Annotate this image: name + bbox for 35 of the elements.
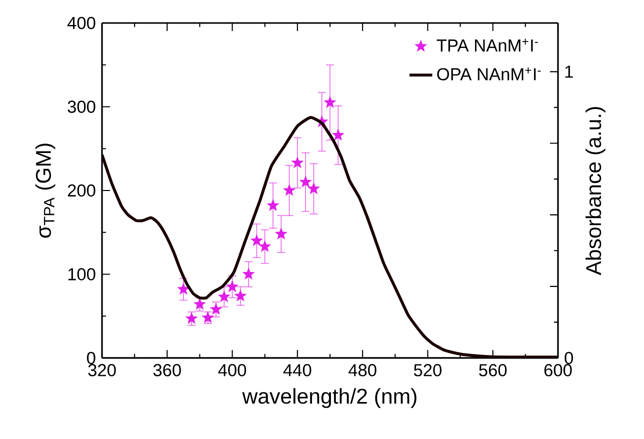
point	[291, 156, 304, 168]
point	[250, 234, 264, 246]
point	[242, 268, 255, 280]
x-tick-label: 360	[153, 364, 181, 376]
y-tick-label: 100	[68, 268, 96, 280]
point	[324, 96, 336, 108]
y-tick-label: 0	[86, 352, 96, 364]
x-tick-label: 520	[414, 364, 442, 376]
point	[332, 128, 344, 141]
y2-tick-label: 0	[564, 352, 574, 364]
point	[274, 227, 288, 240]
point	[218, 290, 230, 302]
x-axis-title: wavelength/2 (nm)	[242, 388, 416, 408]
point	[307, 182, 320, 194]
y-axis-title: σ$_{TPA}$ (GM)	[35, 144, 56, 238]
y-tick-label: 300	[68, 100, 96, 113]
point	[266, 198, 280, 211]
y-tick-label: 200	[68, 184, 96, 197]
x-tick-label: 480	[348, 364, 376, 376]
point	[234, 289, 247, 302]
point	[282, 184, 296, 196]
point	[210, 302, 222, 315]
point	[258, 240, 272, 252]
x-tick-label: 560	[479, 364, 507, 376]
legend-label: TPA NAnM$^{+}$I$^{-}$	[436, 38, 538, 52]
x-tick-label: 440	[283, 364, 312, 376]
legend-label: OPA NAnM$^{+}$I$^{-}$	[437, 67, 541, 80]
y2-axis-title: Absorbance (a.u.)	[586, 107, 606, 276]
y2-tick-label: 1	[565, 66, 573, 78]
y-tick-label: 400	[67, 16, 96, 30]
x-tick-label: 400	[218, 364, 246, 376]
point	[226, 280, 239, 292]
x-tick-label: 600	[544, 364, 572, 376]
point	[299, 175, 312, 188]
x-tick-label: 320	[88, 364, 116, 376]
